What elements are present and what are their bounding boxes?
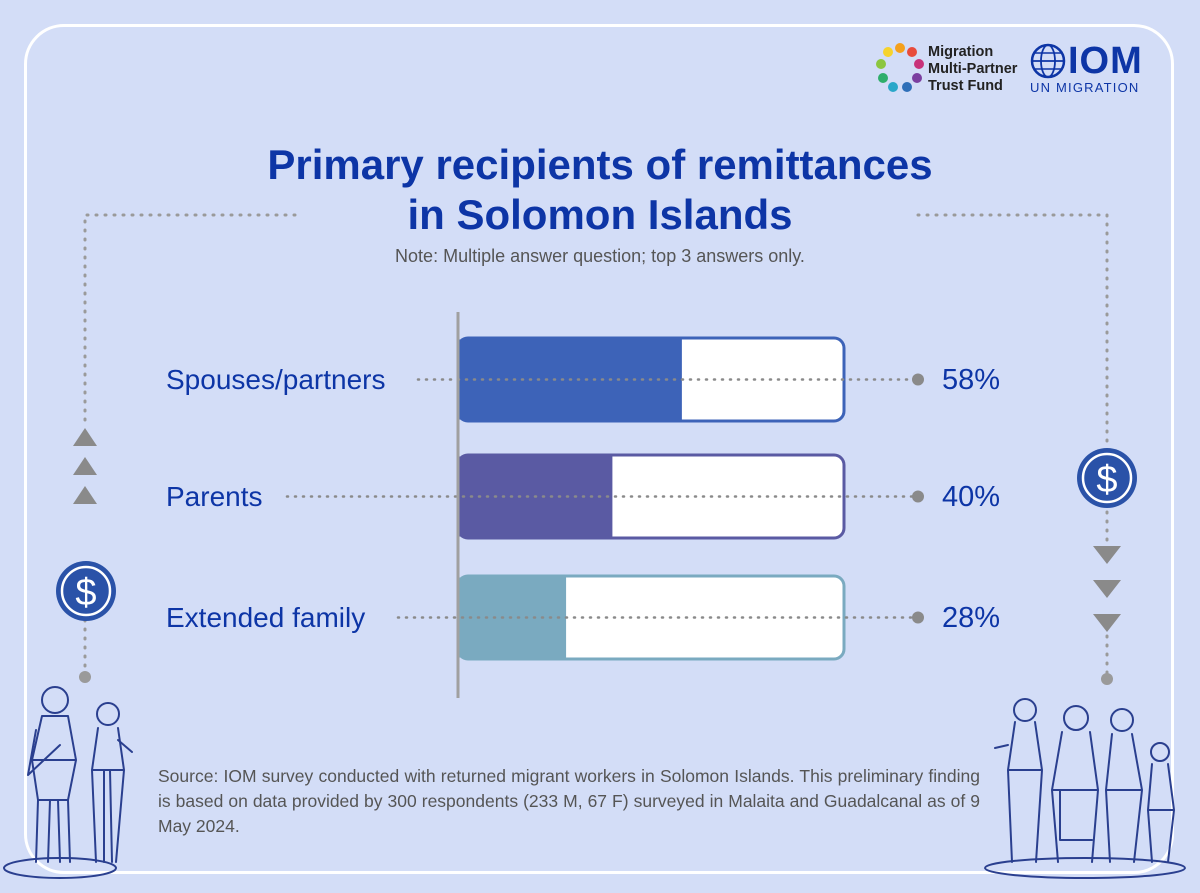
dollar-icon-right: $ xyxy=(1077,448,1137,508)
mptf-line-1: Migration xyxy=(928,44,994,60)
bar-leader-dot xyxy=(912,373,924,386)
up-arrow-icon xyxy=(73,457,97,475)
people-illustration-right xyxy=(984,698,1186,879)
bar-leader-dot xyxy=(912,490,924,503)
mptf-line-3: Trust Fund xyxy=(928,78,1003,94)
svg-text:$: $ xyxy=(1096,459,1117,501)
right-dotted-line-top xyxy=(916,213,1109,450)
left-dot-end xyxy=(79,671,91,683)
right-dot-end xyxy=(1101,673,1113,685)
iom-name: IOM xyxy=(1068,40,1143,82)
down-arrow-icon xyxy=(1093,546,1121,564)
source-text: Source: IOM survey conducted with return… xyxy=(158,766,980,836)
svg-text:$: $ xyxy=(75,572,96,614)
bar-leader-dot xyxy=(912,611,924,624)
iom-tagline: UN MIGRATION xyxy=(1030,80,1140,95)
title-line-2: in Solomon Islands xyxy=(407,191,793,238)
title-line-1: Primary recipients of remittances xyxy=(267,141,933,188)
chart-title: Primary recipients of remittances in Sol… xyxy=(150,140,1050,240)
up-arrow-icon xyxy=(73,428,97,446)
mptf-logo: Migration Multi-Partner Trust Fund xyxy=(874,40,1026,98)
category-label: Spouses/partners xyxy=(166,363,386,395)
up-arrow-icon xyxy=(73,486,97,504)
category-label: Extended family xyxy=(166,601,366,633)
left-dotted-line-top xyxy=(83,213,297,430)
iom-globe-icon xyxy=(1030,43,1066,79)
mptf-flower-icon xyxy=(876,43,924,92)
down-arrow-icon xyxy=(1093,614,1121,632)
category-label: Parents xyxy=(166,480,263,512)
people-illustration-left xyxy=(3,686,133,879)
value-label: 40% xyxy=(942,480,1001,513)
iom-logo: IOM UN MIGRATION xyxy=(1030,40,1150,98)
card-border xyxy=(24,24,1174,874)
mptf-line-2: Multi-Partner xyxy=(928,61,1018,77)
down-arrow-icon xyxy=(1093,580,1121,598)
value-label: 28% xyxy=(942,601,1001,634)
chart-note: Note: Multiple answer question; top 3 an… xyxy=(395,246,805,266)
dollar-icon-left: $ xyxy=(56,561,116,621)
value-label: 58% xyxy=(942,363,1001,396)
